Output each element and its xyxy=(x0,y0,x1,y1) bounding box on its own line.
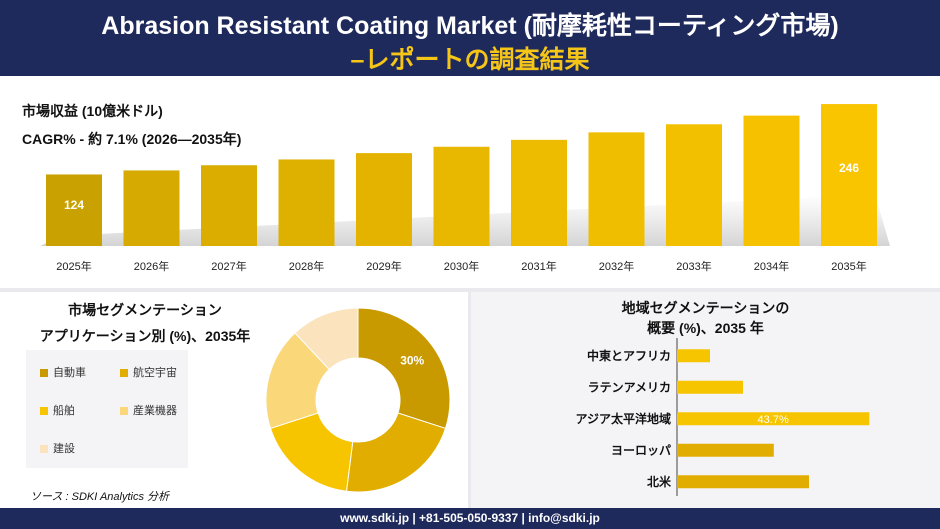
application-legend: 自動車 航空宇宙 船舶 産業機器 建設 xyxy=(26,350,188,468)
legend-swatch xyxy=(120,369,128,378)
legend-label: 建設 xyxy=(53,443,75,455)
year-tick-label: 2030年 xyxy=(444,259,479,273)
region-label: ラテンアメリカ xyxy=(588,380,671,394)
legend-swatch xyxy=(40,369,48,378)
region-label: アジア太平洋地域 xyxy=(575,411,671,426)
region-bar xyxy=(677,475,809,489)
year-tick-label: 2034年 xyxy=(754,259,789,273)
application-segmentation-panel: 市場セグメンテーション アプリケーション別 (%)、2035年 自動車 航空宇宙… xyxy=(0,292,468,508)
regional-segmentation-panel: 地域セグメンテーションの 概要 (%)、2035 年 中東とアフリカ ラテンアメリ… xyxy=(471,292,940,508)
revenue-bar xyxy=(123,170,180,246)
donut-slice xyxy=(265,332,330,430)
year-tick-label: 2029年 xyxy=(366,259,401,273)
region-label: 北米 xyxy=(647,474,672,489)
contact-footer: www.sdki.jp | +81-505-050-9337 | info@sd… xyxy=(0,508,940,529)
legend-item-industrial: 産業機器 xyxy=(120,402,177,418)
year-tick-label: 2032年 xyxy=(599,259,634,273)
report-title-line1: Abrasion Resistant Coating Market (耐摩耗性コ… xyxy=(101,12,839,40)
year-tick-label: 2027年 xyxy=(211,259,246,273)
revenue-bar xyxy=(511,139,567,246)
cagr-label: CAGR% - 約 7.1% (2026—2035年) xyxy=(22,131,242,147)
revenue-bar xyxy=(743,115,800,246)
regional-title-line2: 概要 (%)、2035 年 xyxy=(647,320,764,336)
legend-swatch xyxy=(120,407,128,416)
legend-item-automotive: 自動車 xyxy=(40,364,86,380)
revenue-bar xyxy=(588,132,645,246)
market-revenue-panel: 市場収益 (10億米ドル) CAGR% - 約 7.1% (2026—2035年… xyxy=(0,76,940,288)
revenue-bar xyxy=(278,159,335,246)
year-tick-label: 2033年 xyxy=(676,259,711,273)
legend-swatch xyxy=(40,445,48,454)
year-tick-label: 2028年 xyxy=(289,259,324,273)
region-bar xyxy=(677,349,710,363)
region-bar xyxy=(677,412,870,426)
legend-label: 航空宇宙 xyxy=(133,367,177,379)
legend-label: 船舶 xyxy=(53,405,75,417)
source-note: ソース : SDKI Analytics 分析 xyxy=(30,491,170,503)
legend-label: 自動車 xyxy=(53,367,86,379)
year-tick-label: 2035年 xyxy=(831,259,866,273)
regional-title-line1: 地域セグメンテーションの xyxy=(621,300,790,316)
revenue-bar xyxy=(666,124,722,246)
year-tick-label: 2026年 xyxy=(134,259,169,273)
segmentation-title-line1: 市場セグメンテーション xyxy=(68,302,222,318)
revenue-bar xyxy=(821,104,877,246)
year-tick-label: 2025年 xyxy=(56,259,91,273)
section-divider xyxy=(0,288,940,292)
legend-item-construction: 建設 xyxy=(40,440,75,456)
region-label: 中東とアフリカ xyxy=(587,348,671,363)
year-tick-label: 2031年 xyxy=(521,259,556,273)
donut-slice xyxy=(345,412,447,493)
revenue-bar xyxy=(46,174,102,246)
region-bar xyxy=(677,443,774,457)
legend-item-aerospace: 航空宇宙 xyxy=(120,364,177,380)
region-bar xyxy=(677,380,743,394)
legend-item-marine: 船舶 xyxy=(40,402,75,418)
legend-swatch xyxy=(40,407,48,416)
revenue-bar xyxy=(201,165,257,246)
slice-value-label: 30% xyxy=(400,354,424,368)
header-banner: Abrasion Resistant Coating Market (耐摩耗性コ… xyxy=(0,0,940,76)
region-label: ヨーロッパ xyxy=(611,443,671,457)
legend-label: 産業機器 xyxy=(133,405,177,417)
donut-slice xyxy=(357,307,451,430)
bar-value-label: 246 xyxy=(839,161,859,175)
donut-slice xyxy=(294,307,359,371)
segmentation-title-line2: アプリケーション別 (%)、2035年 xyxy=(39,328,251,344)
revenue-label: 市場収益 (10億米ドル) xyxy=(22,103,163,119)
region-value-label: 43.7% xyxy=(758,414,789,426)
revenue-bar xyxy=(433,146,490,246)
revenue-bar xyxy=(356,153,412,246)
report-title-line2: –レポートの調査結果 xyxy=(350,46,590,74)
donut-slice xyxy=(269,412,354,492)
application-donut-chart: 30% xyxy=(265,307,451,493)
section-divider-vertical xyxy=(468,292,471,508)
bar-value-label: 124 xyxy=(64,198,84,212)
revenue-bar-chart: 2025年 124 2026年 2027年 2028年 2029年 2030年 2031年 20… xyxy=(40,104,890,273)
